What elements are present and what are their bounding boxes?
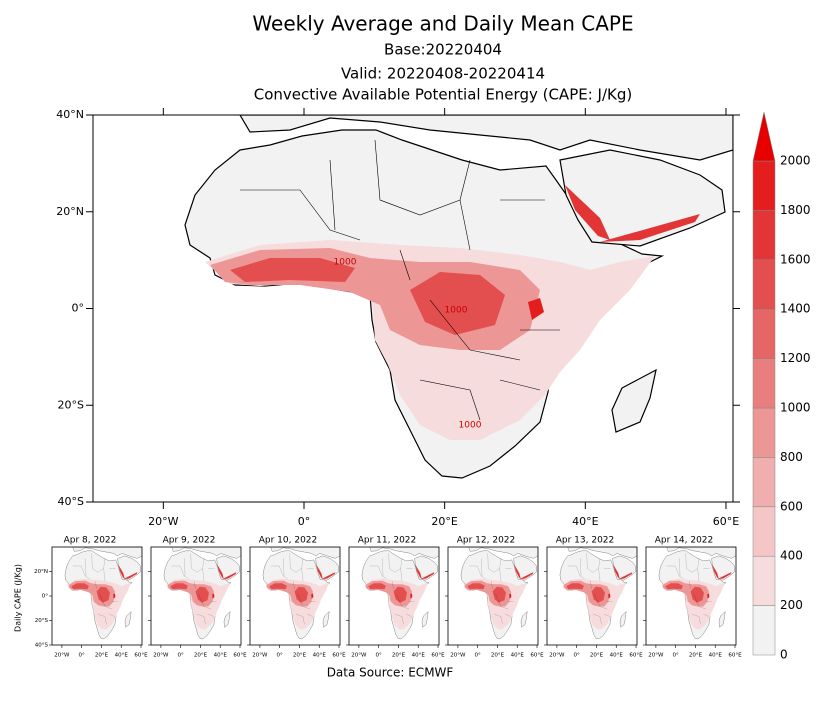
panel-x-tick-label: 0° [475,653,481,659]
colorbar-label: 0 [780,648,788,662]
panel-x-tick-label: 60°E [629,653,643,659]
base-date: Base:20220404 [384,41,502,59]
colorbar-label: 800 [780,450,803,464]
colorbar-label: 1200 [780,351,811,365]
panel-x-tick-label: 60°E [431,653,445,659]
panel-x-tick-label: 60°E [134,653,148,659]
panel-x-tick-label: 40°E [214,653,228,659]
colorbar-label: 200 [780,598,803,612]
panel-map [460,547,538,640]
panel-x-tick-label: 20°E [590,653,604,659]
panel-x-tick-label: 0° [673,653,679,659]
panel-x-tick-label: 20°W [549,653,565,659]
panel-x-tick-label: 20°E [392,653,406,659]
x-tick-label: 20°E [431,515,457,528]
colorbar-label: 1600 [780,252,811,266]
panel-x-tick-label: 20°W [351,653,367,659]
panel-x-tick-label: 20°E [194,653,208,659]
panel-x-tick-label: 20°W [648,653,664,659]
contour-label: 1000 [459,421,482,431]
panel-x-tick-label: 0° [277,653,283,659]
y-tick-label: 20°N [56,205,84,218]
panel-title: Apr 11, 2022 [358,536,417,546]
panel-x-tick-label: 20°E [689,653,703,659]
panel-x-tick-label: 60°E [332,653,346,659]
panel-title: Apr 8, 2022 [64,536,117,546]
contour-label: 1000 [445,306,468,316]
panel-x-tick-label: 0° [79,653,85,659]
colorbar-label: 600 [780,499,803,513]
contour-label: 1000 [334,258,357,268]
panel-x-tick-label: 40°E [709,653,723,659]
panel-title: Apr 10, 2022 [259,536,318,546]
colorbar-label: 1400 [780,302,811,316]
panel-x-tick-label: 20°E [491,653,505,659]
panel-x-tick-label: 40°E [511,653,525,659]
panel-x-tick-label: 20°W [450,653,466,659]
panel-y-tick-label: 0° [42,594,48,600]
panel-title: Apr 13, 2022 [556,536,615,546]
colorbar-segment [752,259,776,310]
colorbar-segment [752,210,776,261]
x-tick-label: 60°E [713,515,739,528]
subtitle: Convective Available Potential Energy (C… [254,86,632,104]
y-tick-label: 20°S [58,398,84,411]
x-tick-label: 20°W [148,515,178,528]
panel-y-tick-label: 40°S [35,643,49,649]
panel-x-tick-label: 0° [376,653,382,659]
colorbar-segment [752,358,776,409]
panel-y-label: Daily CAPE (J/Kg) [14,564,23,632]
panel-map [262,547,340,640]
x-tick-label: 0° [298,515,311,528]
y-tick-label: 40°N [56,108,84,121]
panel-x-tick-label: 20°W [153,653,169,659]
panel-x-tick-label: 0° [574,653,580,659]
colorbar-segment [752,506,776,557]
colorbar-segment [752,555,776,606]
panel-x-tick-label: 20°W [54,653,70,659]
colorbar-extend [752,111,776,162]
panel-x-tick-label: 60°E [530,653,544,659]
x-tick-label: 40°E [572,515,598,528]
colorbar-label: 2000 [780,154,811,168]
colorbar-segment [752,308,776,359]
panel-x-tick-label: 40°E [115,653,129,659]
colorbar-label: 1800 [780,203,811,217]
colorbar-segment [752,160,776,211]
panel-map [64,547,142,640]
panel-y-tick-label: 20°N [34,569,48,575]
data-source: Data Source: ECMWF [327,666,454,680]
y-tick-label: 0° [72,302,85,315]
panel-title: Apr 14, 2022 [655,536,714,546]
panel-x-tick-label: 20°E [95,653,109,659]
colorbar-segment [752,605,776,656]
colorbar-segment [752,407,776,458]
panel-x-tick-label: 60°E [233,653,247,659]
panel-x-tick-label: 40°E [313,653,327,659]
panel-x-tick-label: 20°E [293,653,307,659]
panel-x-tick-label: 0° [178,653,184,659]
colorbar-segment [752,457,776,508]
valid-range: Valid: 20220408-20220414 [341,65,545,83]
colorbar-label: 400 [780,549,803,563]
panel-map [163,547,241,640]
panel-x-tick-label: 60°E [728,653,742,659]
panel-x-tick-label: 40°E [412,653,426,659]
y-tick-label: 40°S [58,495,84,508]
panel-y-tick-label: 20°S [35,618,49,624]
panel-map [559,547,637,640]
panel-map [361,547,439,640]
panel-title: Apr 9, 2022 [163,536,216,546]
colorbar-label: 1000 [780,401,811,415]
panel-x-tick-label: 40°E [610,653,624,659]
panel-x-tick-label: 20°W [252,653,268,659]
panel-title: Apr 12, 2022 [457,536,516,546]
chart-title: Weekly Average and Daily Mean CAPE [252,12,633,36]
panel-map [658,547,736,640]
